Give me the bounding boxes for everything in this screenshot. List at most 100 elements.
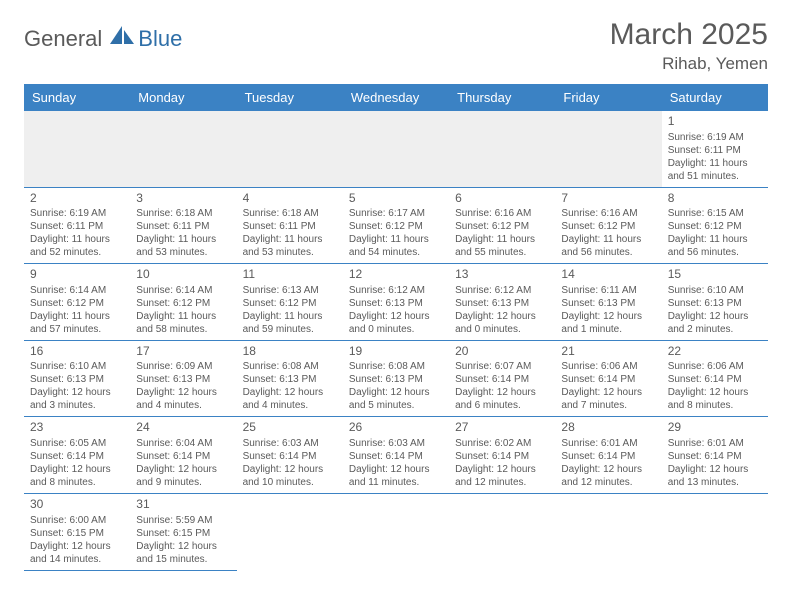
sunrise-text: Sunrise: 6:02 AM xyxy=(455,437,549,450)
sunrise-text: Sunrise: 6:08 AM xyxy=(349,360,443,373)
sunrise-text: Sunrise: 6:01 AM xyxy=(561,437,655,450)
page-title: March 2025 xyxy=(610,18,768,52)
table-row: 30Sunrise: 6:00 AMSunset: 6:15 PMDayligh… xyxy=(24,493,768,570)
day-number: 8 xyxy=(668,191,762,207)
day-number: 12 xyxy=(349,267,443,283)
calendar-cell xyxy=(449,111,555,187)
logo-text-main: General xyxy=(24,26,102,52)
logo-sail-icon xyxy=(108,24,138,51)
sunrise-text: Sunrise: 6:19 AM xyxy=(668,131,762,144)
day-number: 13 xyxy=(455,267,549,283)
table-row: 23Sunrise: 6:05 AMSunset: 6:14 PMDayligh… xyxy=(24,417,768,494)
sunset-text: Sunset: 6:14 PM xyxy=(561,373,655,386)
sunrise-text: Sunrise: 6:16 AM xyxy=(455,207,549,220)
day-number: 22 xyxy=(668,344,762,360)
day-header: Saturday xyxy=(662,84,768,111)
daylight-text: Daylight: 12 hours and 10 minutes. xyxy=(243,463,337,489)
sunrise-text: Sunrise: 6:15 AM xyxy=(668,207,762,220)
sunrise-text: Sunrise: 6:18 AM xyxy=(243,207,337,220)
calendar-cell: 19Sunrise: 6:08 AMSunset: 6:13 PMDayligh… xyxy=(343,340,449,417)
calendar-cell: 11Sunrise: 6:13 AMSunset: 6:12 PMDayligh… xyxy=(237,264,343,341)
daylight-text: Daylight: 12 hours and 0 minutes. xyxy=(349,310,443,336)
sunset-text: Sunset: 6:12 PM xyxy=(349,220,443,233)
calendar-table: Sunday Monday Tuesday Wednesday Thursday… xyxy=(24,84,768,571)
sunset-text: Sunset: 6:12 PM xyxy=(455,220,549,233)
sunset-text: Sunset: 6:12 PM xyxy=(136,297,230,310)
daylight-text: Daylight: 11 hours and 58 minutes. xyxy=(136,310,230,336)
calendar-cell: 10Sunrise: 6:14 AMSunset: 6:12 PMDayligh… xyxy=(130,264,236,341)
day-header: Friday xyxy=(555,84,661,111)
sunset-text: Sunset: 6:13 PM xyxy=(349,297,443,310)
day-number: 14 xyxy=(561,267,655,283)
sunset-text: Sunset: 6:12 PM xyxy=(561,220,655,233)
day-number: 31 xyxy=(136,497,230,513)
day-number: 3 xyxy=(136,191,230,207)
day-number: 10 xyxy=(136,267,230,283)
day-number: 18 xyxy=(243,344,337,360)
sunset-text: Sunset: 6:14 PM xyxy=(455,373,549,386)
sunset-text: Sunset: 6:13 PM xyxy=(136,373,230,386)
day-header: Wednesday xyxy=(343,84,449,111)
calendar-cell: 5Sunrise: 6:17 AMSunset: 6:12 PMDaylight… xyxy=(343,187,449,264)
day-number: 11 xyxy=(243,267,337,283)
calendar-cell: 23Sunrise: 6:05 AMSunset: 6:14 PMDayligh… xyxy=(24,417,130,494)
calendar-cell: 4Sunrise: 6:18 AMSunset: 6:11 PMDaylight… xyxy=(237,187,343,264)
sunrise-text: Sunrise: 6:10 AM xyxy=(668,284,762,297)
sunrise-text: Sunrise: 6:06 AM xyxy=(668,360,762,373)
location-label: Rihab, Yemen xyxy=(610,54,768,74)
sunrise-text: Sunrise: 6:06 AM xyxy=(561,360,655,373)
sunset-text: Sunset: 6:12 PM xyxy=(243,297,337,310)
daylight-text: Daylight: 11 hours and 59 minutes. xyxy=(243,310,337,336)
sunrise-text: Sunrise: 6:12 AM xyxy=(349,284,443,297)
calendar-cell: 3Sunrise: 6:18 AMSunset: 6:11 PMDaylight… xyxy=(130,187,236,264)
sunrise-text: Sunrise: 6:09 AM xyxy=(136,360,230,373)
day-number: 17 xyxy=(136,344,230,360)
sunset-text: Sunset: 6:11 PM xyxy=(136,220,230,233)
daylight-text: Daylight: 12 hours and 8 minutes. xyxy=(668,386,762,412)
calendar-cell: 30Sunrise: 6:00 AMSunset: 6:15 PMDayligh… xyxy=(24,493,130,570)
sunset-text: Sunset: 6:12 PM xyxy=(30,297,124,310)
logo-text-sub: Blue xyxy=(138,26,182,52)
calendar-cell: 12Sunrise: 6:12 AMSunset: 6:13 PMDayligh… xyxy=(343,264,449,341)
calendar-cell xyxy=(555,111,661,187)
daylight-text: Daylight: 12 hours and 11 minutes. xyxy=(349,463,443,489)
sunrise-text: Sunrise: 6:07 AM xyxy=(455,360,549,373)
sunset-text: Sunset: 6:14 PM xyxy=(455,450,549,463)
sunrise-text: Sunrise: 6:12 AM xyxy=(455,284,549,297)
sunrise-text: Sunrise: 6:16 AM xyxy=(561,207,655,220)
daylight-text: Daylight: 12 hours and 0 minutes. xyxy=(455,310,549,336)
day-header: Monday xyxy=(130,84,236,111)
daylight-text: Daylight: 11 hours and 55 minutes. xyxy=(455,233,549,259)
day-number: 24 xyxy=(136,420,230,436)
day-header: Tuesday xyxy=(237,84,343,111)
day-number: 21 xyxy=(561,344,655,360)
day-number: 19 xyxy=(349,344,443,360)
daylight-text: Daylight: 12 hours and 14 minutes. xyxy=(30,540,124,566)
calendar-cell: 27Sunrise: 6:02 AMSunset: 6:14 PMDayligh… xyxy=(449,417,555,494)
daylight-text: Daylight: 12 hours and 6 minutes. xyxy=(455,386,549,412)
day-number: 5 xyxy=(349,191,443,207)
daylight-text: Daylight: 11 hours and 54 minutes. xyxy=(349,233,443,259)
calendar-cell xyxy=(449,493,555,570)
sunset-text: Sunset: 6:14 PM xyxy=(668,373,762,386)
calendar-cell: 6Sunrise: 6:16 AMSunset: 6:12 PMDaylight… xyxy=(449,187,555,264)
sunrise-text: Sunrise: 6:08 AM xyxy=(243,360,337,373)
sunset-text: Sunset: 6:12 PM xyxy=(668,220,762,233)
calendar-cell: 8Sunrise: 6:15 AMSunset: 6:12 PMDaylight… xyxy=(662,187,768,264)
table-row: 9Sunrise: 6:14 AMSunset: 6:12 PMDaylight… xyxy=(24,264,768,341)
sunset-text: Sunset: 6:11 PM xyxy=(668,144,762,157)
daylight-text: Daylight: 11 hours and 51 minutes. xyxy=(668,157,762,183)
day-number: 29 xyxy=(668,420,762,436)
daylight-text: Daylight: 11 hours and 57 minutes. xyxy=(30,310,124,336)
day-number: 30 xyxy=(30,497,124,513)
calendar-cell: 24Sunrise: 6:04 AMSunset: 6:14 PMDayligh… xyxy=(130,417,236,494)
day-header-row: Sunday Monday Tuesday Wednesday Thursday… xyxy=(24,84,768,111)
day-number: 6 xyxy=(455,191,549,207)
calendar-cell xyxy=(130,111,236,187)
daylight-text: Daylight: 12 hours and 5 minutes. xyxy=(349,386,443,412)
sunrise-text: Sunrise: 6:14 AM xyxy=(30,284,124,297)
table-row: 1Sunrise: 6:19 AMSunset: 6:11 PMDaylight… xyxy=(24,111,768,187)
day-number: 7 xyxy=(561,191,655,207)
calendar-cell: 16Sunrise: 6:10 AMSunset: 6:13 PMDayligh… xyxy=(24,340,130,417)
logo: General Blue xyxy=(24,24,182,53)
